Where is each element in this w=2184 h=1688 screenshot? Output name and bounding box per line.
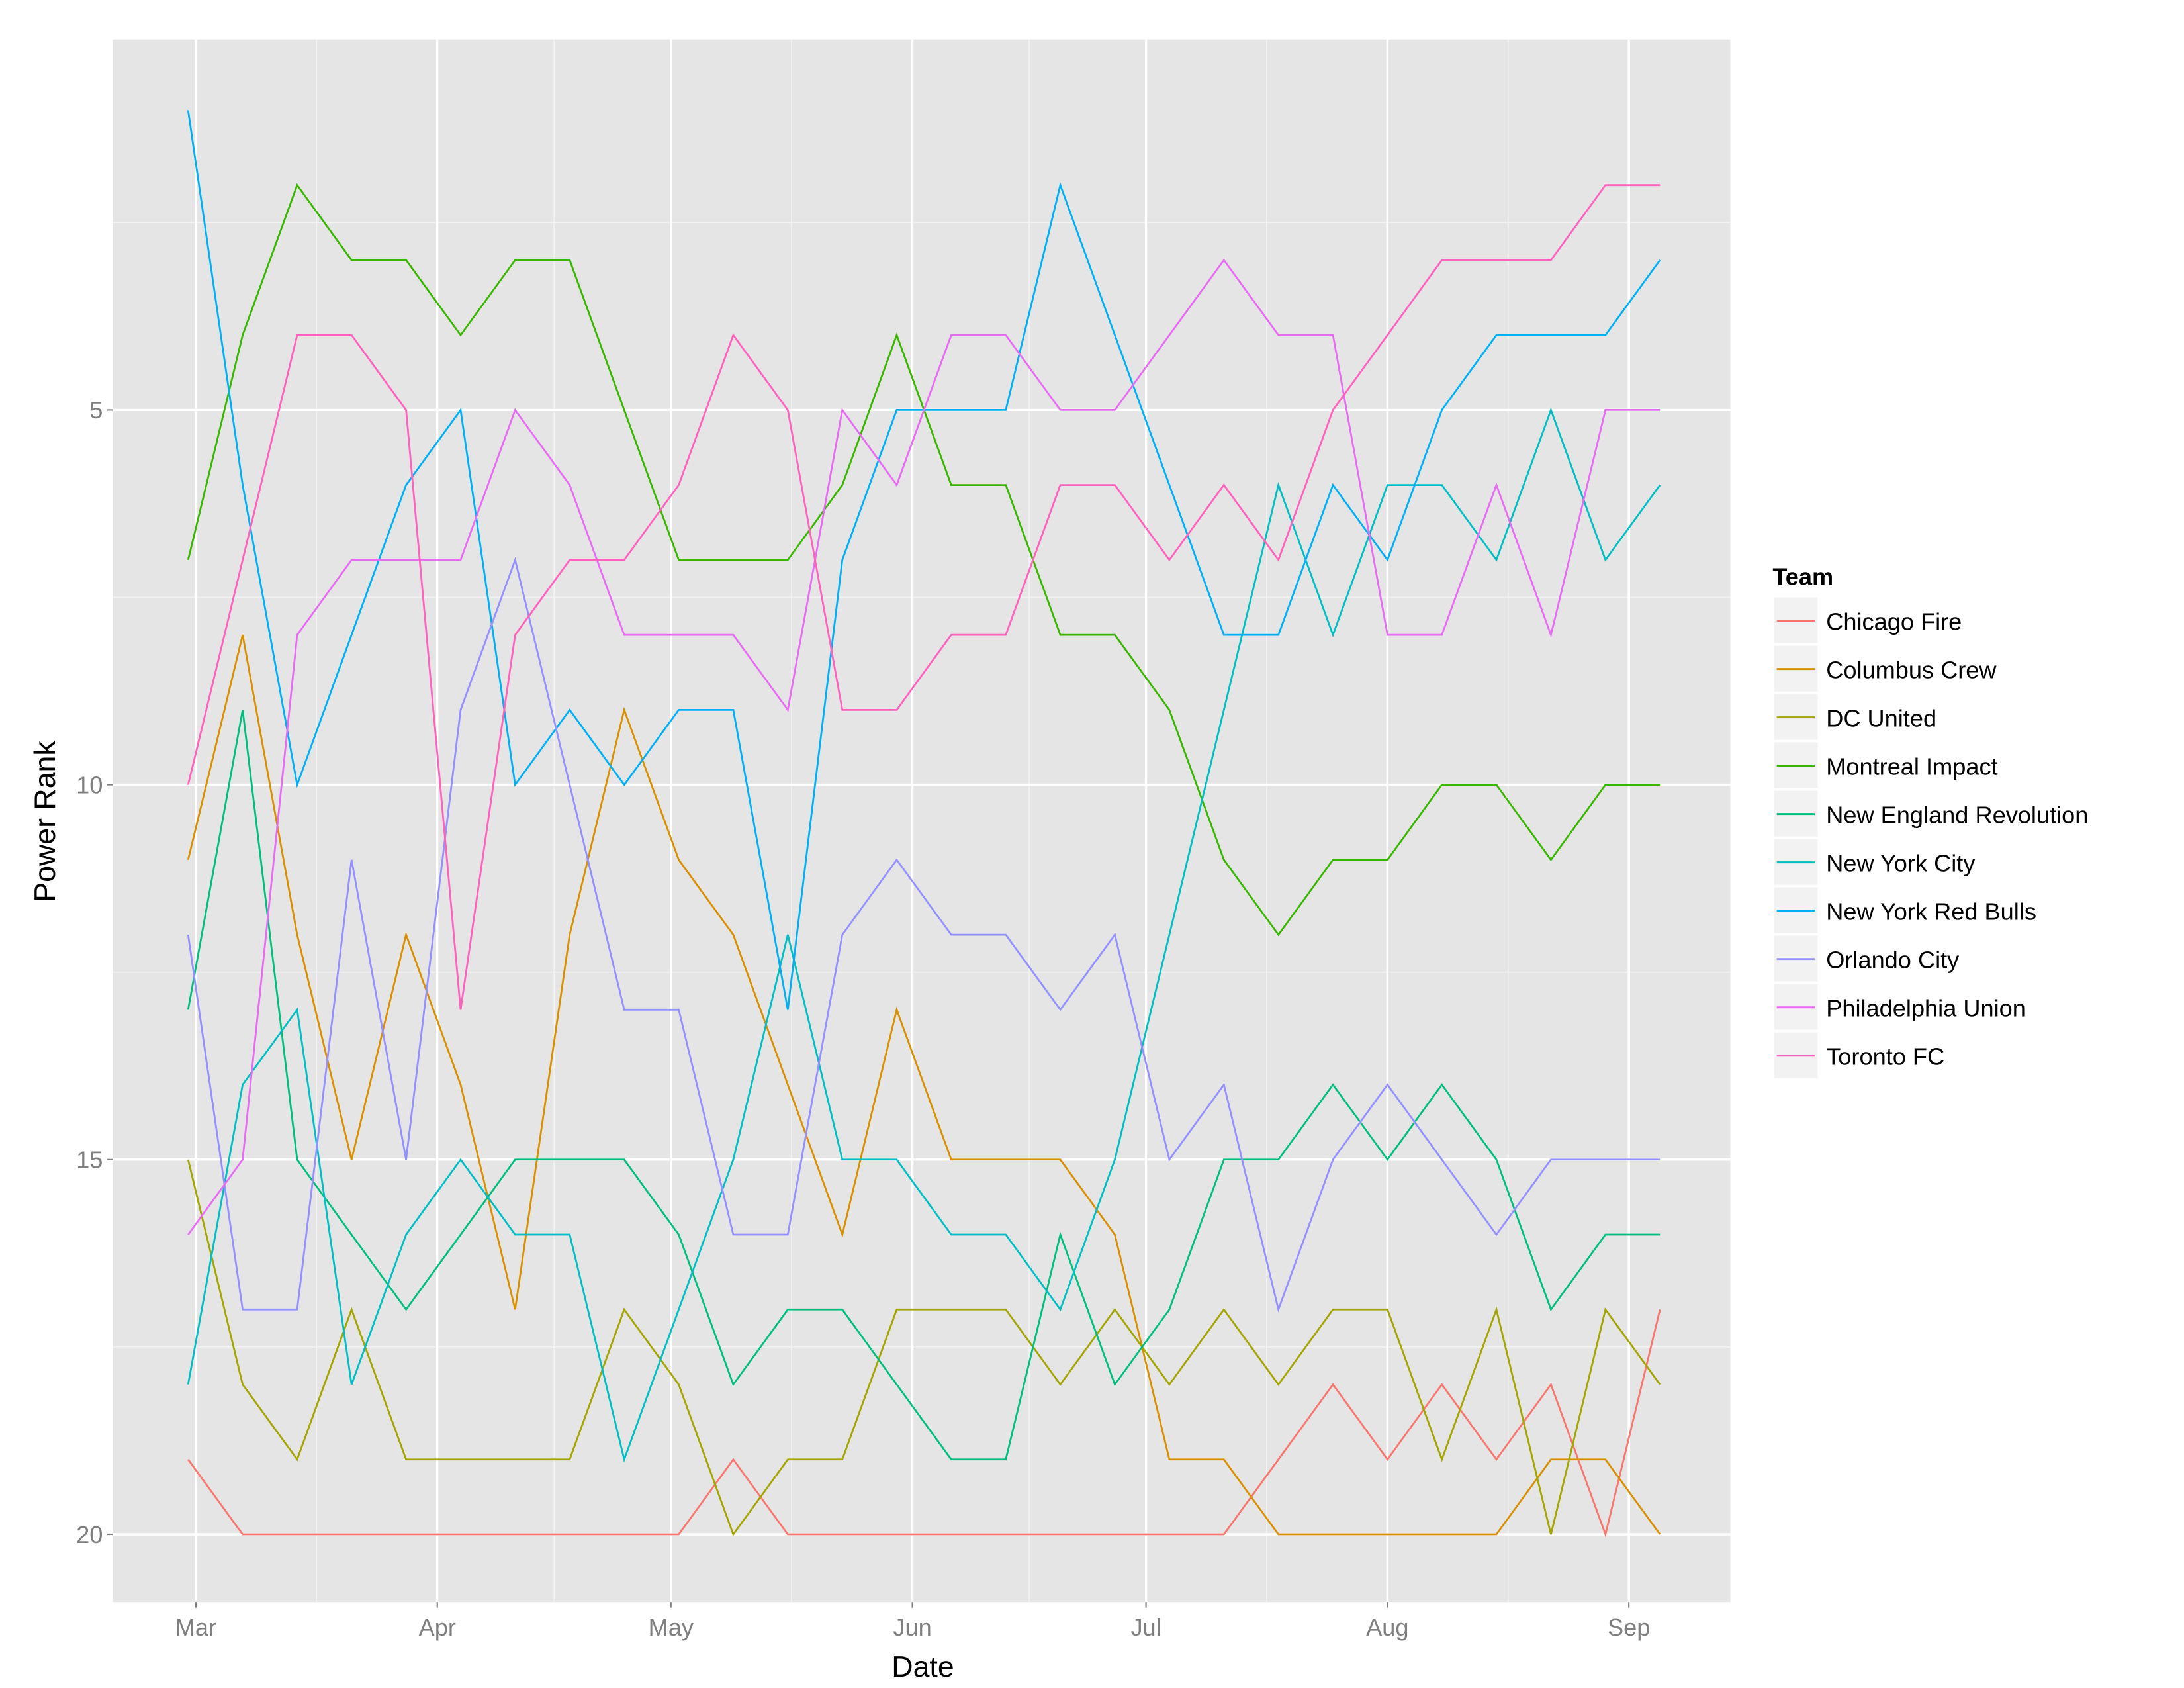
legend-label: Philadelphia Union: [1826, 995, 2026, 1022]
x-tick-label: Aug: [1366, 1614, 1408, 1641]
minor-gridlines: [113, 39, 1731, 1603]
x-tick-label: Mar: [175, 1614, 216, 1641]
legend-item: Toronto FC: [1774, 1032, 1944, 1078]
x-tick-label: Apr: [419, 1614, 456, 1641]
y-tick-label: 10: [76, 771, 103, 798]
legend-item: New England Revolution: [1774, 790, 2088, 837]
series-line-columbus-crew: [187, 634, 1661, 1536]
legend-label: DC United: [1826, 704, 1936, 731]
legend-item: New York City: [1774, 839, 1976, 885]
legend-item: Chicago Fire: [1774, 597, 1962, 643]
x-tick-label: Jun: [893, 1614, 931, 1641]
x-tick-label: May: [649, 1614, 694, 1641]
y-tick-label: 5: [89, 397, 103, 424]
series-line-orlando-city: [187, 557, 1661, 1313]
y-axis-title: Power Rank: [29, 741, 62, 902]
legend-item: Orlando City: [1774, 935, 1960, 982]
legend-label: New England Revolution: [1826, 802, 2088, 829]
legend-item: Philadelphia Union: [1774, 984, 2026, 1030]
x-tick-label: Sep: [1608, 1614, 1650, 1641]
legend: Team Chicago Fire Columbus Crew DC United M…: [1772, 563, 2088, 1078]
series-lines: [187, 110, 1661, 1538]
legend-item: Montreal Impact: [1774, 742, 1998, 788]
legend-label: New York City: [1826, 850, 1976, 877]
y-axis: 5 10 15 20: [76, 397, 113, 1548]
legend-label: Chicago Fire: [1826, 608, 1962, 635]
legend-label: Montreal Impact: [1826, 753, 1997, 780]
series-line-dc-united: [187, 1159, 1661, 1536]
x-axis: Mar Apr May Jun Jul Aug Sep: [175, 1602, 1650, 1641]
legend-title: Team: [1772, 563, 1833, 590]
legend-item: New York Red Bulls: [1774, 887, 2036, 933]
series-line-philadelphia-union: [187, 258, 1661, 1235]
y-tick-label: 20: [76, 1521, 103, 1548]
legend-item: Columbus Crew: [1774, 645, 1997, 692]
series-line-chicago-fire: [187, 1309, 1661, 1538]
legend-label: Orlando City: [1826, 947, 1960, 974]
legend-item: DC United: [1774, 694, 1936, 740]
x-axis-title: Date: [891, 1651, 954, 1683]
legend-label: Toronto FC: [1826, 1043, 1944, 1070]
legend-label: New York Red Bulls: [1826, 898, 2036, 925]
y-tick-label: 15: [76, 1147, 103, 1174]
legend-label: Columbus Crew: [1826, 656, 1997, 683]
series-line-toronto-fc: [187, 184, 1661, 1010]
plot-panel: [113, 39, 1731, 1603]
x-tick-label: Jul: [1130, 1614, 1161, 1641]
